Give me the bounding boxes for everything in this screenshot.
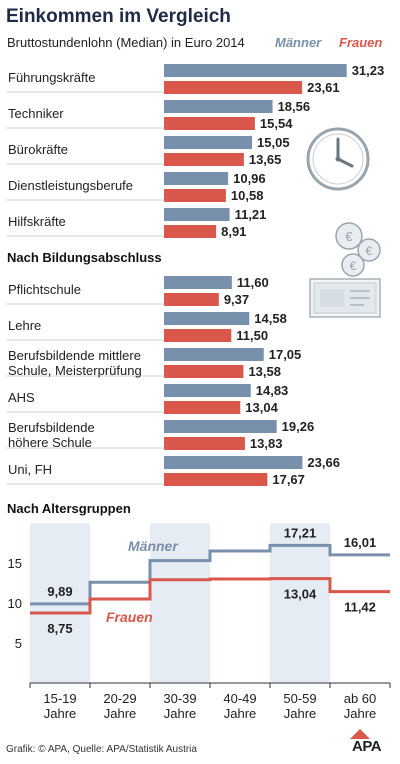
category-label: Führungskräfte (8, 70, 95, 85)
x-category-label: 30-39 Jahre (163, 691, 196, 721)
bar-maenner (164, 100, 273, 113)
category-label: Pflichtschule (8, 282, 81, 297)
age-band (150, 523, 210, 683)
age-band (270, 523, 330, 683)
bar-frauen (164, 401, 241, 414)
value-label: 23,66 (307, 455, 340, 470)
category-label: Uni, FH (8, 462, 52, 477)
data-label: 9,89 (47, 584, 72, 599)
series-label-frauen: Frauen (106, 609, 153, 625)
bar-frauen (164, 437, 245, 450)
page-title: Einkommen im Vergleich (6, 6, 231, 27)
value-label: 18,56 (278, 99, 311, 114)
bar-frauen (164, 329, 232, 342)
value-label: 19,26 (282, 419, 315, 434)
value-label: 10,96 (233, 171, 266, 186)
value-label: 13,65 (249, 152, 282, 167)
value-label: 17,05 (269, 347, 302, 362)
legend-maenner: Männer (275, 35, 322, 50)
x-category-label: 40-49 Jahre (223, 691, 256, 721)
value-label: 14,83 (256, 383, 289, 398)
bar-maenner (164, 208, 230, 221)
value-label: 11,60 (237, 275, 269, 290)
bar-frauen (164, 153, 244, 166)
value-label: 15,05 (257, 135, 290, 150)
svg-text:€: € (366, 244, 373, 258)
x-category-label: 20-29 Jahre (103, 691, 136, 721)
value-label: 11,21 (235, 207, 267, 222)
coins-icon: € € € (335, 222, 381, 277)
value-label: 10,58 (231, 188, 264, 203)
legend-frauen: Frauen (339, 35, 383, 50)
bar-frauen (164, 81, 303, 94)
section-title-bildung: Nach Bildungsabschluss (7, 250, 162, 265)
x-category-label: 15-19 Jahre (43, 691, 76, 721)
bar-maenner (164, 312, 250, 325)
bar-frauen (164, 293, 219, 306)
data-label: 16,01 (344, 535, 377, 550)
bar-frauen (164, 365, 244, 378)
value-label: 13,58 (248, 364, 281, 379)
data-label: 11,42 (344, 600, 376, 615)
value-label: 13,83 (250, 436, 283, 451)
value-label: 17,67 (272, 472, 305, 487)
series-label-maenner: Männer (128, 538, 179, 554)
value-label: 13,04 (245, 400, 278, 415)
category-label: Techniker (8, 106, 64, 121)
y-tick-label: 5 (15, 636, 22, 651)
subtitle: Bruttostundenlohn (Median) in Euro 2014 (7, 35, 245, 50)
apa-logo: APA (350, 729, 382, 755)
value-label: 31,23 (352, 63, 385, 78)
bar-maenner (164, 348, 264, 361)
value-label: 9,37 (224, 292, 249, 307)
svg-text:€: € (345, 229, 353, 244)
bar-charts: Führungskräfte 31,23 23,61 Techniker 18,56 15… (6, 63, 385, 487)
line-maenner (30, 543, 390, 606)
x-category-label: 50-59 Jahre (283, 691, 316, 721)
x-category-label: ab 60 Jahre (344, 691, 377, 721)
age-line-chart: Nach Altersgruppen 15 10 5 15-19 Jahre 20-29 Ja… (7, 501, 391, 721)
value-label: 14,58 (254, 311, 287, 326)
y-tick-label: 10 (8, 596, 22, 611)
bar-maenner (164, 420, 277, 433)
y-tick-label: 15 (8, 556, 22, 571)
bar-maenner (164, 64, 347, 77)
bar-maenner (164, 384, 251, 397)
category-label: Berufsbildende höhere Schule (8, 420, 95, 450)
bar-frauen (164, 189, 226, 202)
bar-maenner (164, 456, 303, 469)
value-label: 15,54 (260, 116, 293, 131)
bar-maenner (164, 136, 253, 149)
bar-maenner (164, 172, 229, 185)
clock-icon (306, 127, 370, 191)
value-label: 8,91 (221, 224, 246, 239)
bar-frauen (164, 225, 217, 238)
category-label: Hilfskräfte (8, 214, 66, 229)
category-label: Bürokräfte (8, 142, 68, 157)
bar-frauen (164, 473, 268, 486)
category-label: Lehre (8, 318, 41, 333)
apa-logo-text: APA (352, 738, 382, 755)
category-label: Berufsbildende mittlere Schule, Meisterpr… (8, 348, 142, 378)
bar-maenner (164, 276, 232, 289)
line-frauen (30, 577, 390, 615)
bar-frauen (164, 117, 255, 130)
apa-logo-mark (350, 729, 370, 739)
category-label: AHS (8, 390, 35, 405)
section-title-alter: Nach Altersgruppen (7, 501, 131, 516)
value-label: 23,61 (307, 80, 340, 95)
category-label: Dienstleistungsberufe (8, 178, 133, 193)
svg-text:€: € (350, 259, 357, 273)
value-label: 11,50 (236, 328, 268, 343)
data-label: 13,04 (284, 587, 317, 602)
data-label: 8,75 (47, 621, 72, 636)
banknotes-icon (309, 278, 381, 318)
footer-credit: Grafik: © APA, Quelle: APA/Statistik Aus… (6, 744, 197, 755)
data-label: 17,21 (284, 525, 317, 540)
